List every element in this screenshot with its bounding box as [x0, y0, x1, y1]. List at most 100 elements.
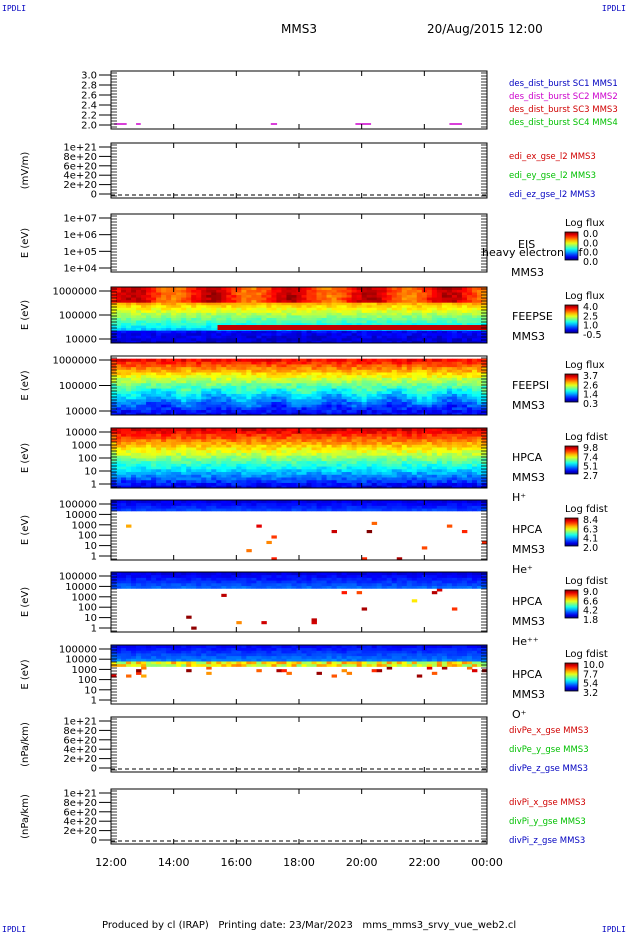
colorbar-tick: 3.7	[583, 371, 598, 382]
y-tick-label: 2.6	[81, 91, 97, 102]
y-tick-label: 10000	[65, 655, 97, 666]
colorbar	[564, 589, 579, 619]
corner-mark-bottom-left: IPDLI	[2, 925, 27, 934]
x-tick-label: 00:00	[471, 856, 503, 869]
y-tick-label: 2.2	[81, 111, 97, 122]
y-tick-label: 1	[91, 552, 97, 563]
y-axis-label: E (eV)	[20, 587, 31, 617]
colorbar-tick: -0.5	[583, 330, 602, 341]
colorbar-tick: 0.0	[583, 257, 598, 268]
x-tick-label: 12:00	[95, 856, 127, 869]
y-tick-label: 4e+20	[63, 745, 97, 756]
y-tick-label: 8e+20	[63, 726, 97, 737]
y-axis-label: E (eV)	[20, 443, 31, 473]
colorbar-title: Log fdist	[565, 649, 608, 660]
instrument-label: MMS3	[512, 399, 545, 412]
instrument-label: MMS3	[512, 688, 545, 701]
plot-date: 20/Aug/2015 12:00	[427, 22, 543, 36]
y-tick-label: 1000	[72, 592, 97, 603]
y-tick-label: 0	[91, 836, 97, 847]
legend-entry: edi_ey_gse_l2 MMS3	[509, 171, 596, 181]
legend-entry: divPi_x_gse MMS3	[509, 798, 586, 808]
panel-hpca_h	[99, 427, 488, 489]
instrument-label: HPCA	[512, 668, 543, 681]
y-axis-label: E (eV)	[20, 300, 31, 330]
panel-divpi	[99, 788, 488, 845]
y-axis-label: (nPa/km)	[20, 794, 31, 839]
y-tick-label: 100000	[59, 572, 97, 583]
colorbar-tick: 7.7	[583, 669, 598, 680]
colorbar	[564, 231, 579, 261]
y-tick-label: 6e+20	[63, 735, 97, 746]
x-tick-label: 20:00	[346, 856, 378, 869]
legend-entry: des_dist_burst SC3 MMS3	[509, 105, 618, 115]
instrument-label: MMS3	[512, 543, 545, 556]
panel-divpe	[99, 716, 488, 773]
y-tick-label: 10	[84, 467, 97, 478]
instrument-label: EIS	[518, 238, 535, 251]
panel-feepsi	[99, 355, 488, 416]
legend-entry: edi_ex_gse_l2 MMS3	[509, 152, 596, 162]
y-tick-label: 1000000	[52, 287, 97, 298]
colorbar-tick: 3.2	[583, 688, 598, 699]
colorbar-tick: 5.4	[583, 679, 598, 690]
instrument-label: MMS3	[512, 615, 545, 628]
colorbar-tick: 2.5	[583, 311, 598, 322]
x-tick-label: 18:00	[283, 856, 315, 869]
instrument-label: HPCA	[512, 595, 543, 608]
y-tick-label: 100000	[59, 381, 97, 392]
panel-feepse	[99, 286, 488, 344]
y-tick-label: 1	[91, 480, 97, 491]
panel-frame	[110, 788, 488, 845]
y-tick-label: 1000	[72, 441, 97, 452]
colorbar-title: Log flux	[565, 360, 605, 371]
panel-efield	[99, 142, 488, 199]
x-tick-label: 14:00	[158, 856, 190, 869]
colorbar-title: Log fdist	[565, 504, 608, 515]
colorbar-tick: 8.4	[583, 515, 598, 526]
colorbar-tick: 9.0	[583, 587, 598, 598]
colorbar-tick: 7.4	[583, 452, 598, 463]
y-tick-label: 1	[91, 624, 97, 635]
colorbar-tick: 0.0	[583, 229, 598, 240]
y-tick-label: 1e+04	[63, 264, 97, 275]
colorbar-tick: 9.8	[583, 443, 598, 454]
colorbar-tick: 2.6	[583, 380, 598, 391]
y-tick-label: 100000	[59, 645, 97, 656]
y-tick-label: 2e+20	[63, 754, 97, 765]
colorbar-tick: 0.0	[583, 238, 598, 249]
y-tick-label: 4e+20	[63, 171, 97, 182]
instrument-label: HPCA	[512, 451, 543, 464]
corner-mark-top-left: IPDLI	[2, 4, 27, 13]
y-tick-label: 6e+20	[63, 161, 97, 172]
panel-frame	[110, 70, 488, 130]
panel-hpca_he	[99, 499, 488, 561]
y-tick-label: 1000	[72, 665, 97, 676]
y-axis-label: E (eV)	[20, 515, 31, 545]
legend-entry: divPi_z_gse MMS3	[509, 836, 585, 846]
y-tick-label: 1e+21	[63, 143, 97, 154]
corner-mark-top-right: IPDLI	[601, 4, 626, 13]
y-tick-label: 4e+20	[63, 817, 97, 828]
y-tick-label: 10000	[65, 428, 97, 439]
y-tick-label: 2e+20	[63, 826, 97, 837]
y-axis-label: (mV/m)	[20, 152, 31, 190]
y-tick-label: 100	[78, 603, 97, 614]
colorbar	[564, 304, 579, 334]
y-tick-label: 2.4	[81, 101, 97, 112]
y-tick-label: 1e+07	[63, 214, 97, 225]
y-tick-label: 8e+20	[63, 152, 97, 163]
panel-eis	[99, 213, 488, 273]
colorbar	[564, 517, 579, 547]
instrument-label: HPCA	[512, 523, 543, 536]
y-tick-label: 1	[91, 696, 97, 707]
y-axis-label: E (eV)	[20, 228, 31, 258]
colorbar-tick: 1.8	[583, 615, 598, 626]
y-tick-label: 100000	[59, 311, 97, 322]
instrument-label: O⁺	[512, 708, 527, 721]
colorbar-tick: 4.0	[583, 302, 598, 313]
y-tick-label: 10000	[65, 582, 97, 593]
legend-entry: divPe_y_gse MMS3	[509, 745, 589, 755]
instrument-label: He⁺⁺	[512, 635, 539, 648]
